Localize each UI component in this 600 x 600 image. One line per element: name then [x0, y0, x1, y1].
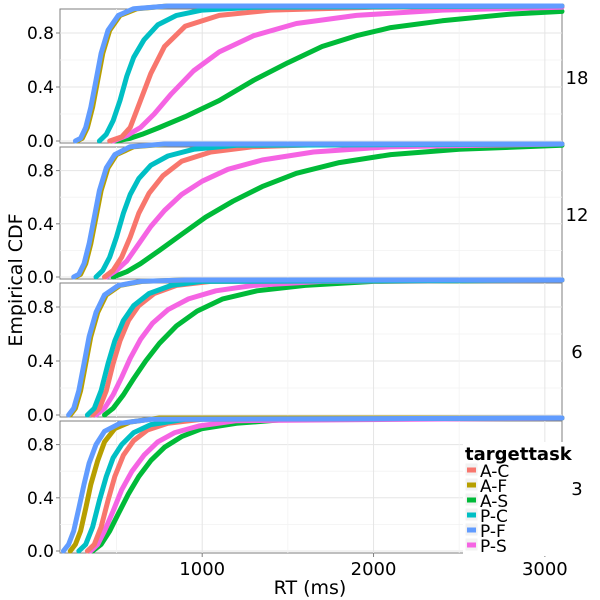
- panel-frame: [59, 8, 563, 144]
- legend-label: A-C: [480, 462, 509, 482]
- x-axis-label: RT (ms): [274, 577, 347, 599]
- legend-entry-P-S: P-S: [464, 537, 507, 557]
- legend-title: targettask: [465, 444, 573, 465]
- y-axis-label: Empirical CDF: [5, 213, 27, 346]
- y-tick-label: 0.8: [27, 162, 54, 182]
- legend-label: A-F: [480, 477, 507, 497]
- panel-frame: [59, 146, 563, 280]
- y-tick-label: 0.0: [27, 406, 54, 426]
- y-axis-panel-18: 0.0 0.4 0.8: [27, 24, 60, 152]
- y-tick-label: 0.0: [27, 542, 54, 562]
- y-tick-label: 0.4: [27, 352, 54, 372]
- facet-label: 3: [571, 479, 582, 500]
- legend-entry-A-S: A-S: [464, 492, 508, 512]
- series-line-A-S: [114, 8, 565, 144]
- facet-label: 18: [566, 68, 589, 89]
- x-tick-label: 2000: [351, 559, 397, 580]
- facet-label: 6: [571, 342, 582, 363]
- legend-entry-P-F: P-F: [464, 522, 506, 542]
- facet-panel-6: 0.0 0.4 0.8 6: [27, 277, 583, 426]
- series-line-P-F: [66, 277, 565, 418]
- series-line-P-C: [76, 415, 565, 554]
- y-tick-label: 0.0: [27, 132, 54, 152]
- y-tick-label: 0.4: [27, 489, 54, 509]
- legend-label: P-C: [480, 507, 508, 527]
- legend-entries: A-CA-FA-SP-CP-FP-S: [464, 462, 509, 557]
- y-tick-label: 0.0: [27, 268, 54, 288]
- y-tick-label: 0.8: [27, 436, 54, 456]
- legend-label: A-S: [480, 492, 508, 512]
- y-axis-panel-12: 0.0 0.4 0.8: [27, 162, 60, 288]
- y-tick-label: 0.8: [27, 298, 54, 318]
- legend-entry-P-C: P-C: [464, 507, 508, 527]
- y-tick-label: 0.4: [27, 78, 54, 98]
- y-tick-label: 0.8: [27, 24, 54, 44]
- panels-group: 0.00.40.8180.00.40.8120.00.40.860.00.40.…: [27, 3, 589, 562]
- x-tick-label: 3000: [522, 559, 568, 580]
- x-tick-label: 1000: [179, 559, 225, 580]
- legend: targettask A-CA-FA-SP-CP-FP-S: [463, 442, 573, 557]
- y-axis-panel-6: 0.0 0.4 0.8: [27, 298, 60, 426]
- series-line-P-F: [71, 141, 565, 280]
- legend-entry-A-C: A-C: [464, 462, 509, 482]
- series-line-A-S: [102, 277, 565, 418]
- series-line-P-S: [88, 415, 565, 554]
- legend-label: P-S: [480, 537, 507, 557]
- facet-panel-12: 0.0 0.4 0.8 12: [27, 141, 589, 288]
- series-line-P-S: [93, 277, 565, 418]
- series-line-P-S: [103, 141, 565, 280]
- series-line-A-S: [110, 142, 565, 280]
- legend-label: P-F: [480, 522, 506, 542]
- y-tick-label: 0.4: [27, 215, 54, 235]
- series-line-P-F: [60, 415, 565, 554]
- series-line-A-S: [90, 415, 565, 554]
- series-line-P-C: [84, 277, 565, 418]
- panel-frame: [59, 282, 563, 418]
- facet-panel-18: 0.0 0.4 0.8 18: [27, 3, 589, 152]
- panel-series: [72, 3, 565, 144]
- panel-series: [66, 277, 565, 418]
- series-line-P-C: [96, 3, 565, 144]
- series-line-P-S: [110, 4, 565, 144]
- y-axis-panel-3: 0.0 0.4 0.8: [27, 436, 60, 562]
- facet-label: 12: [566, 205, 589, 226]
- series-line-P-C: [93, 141, 565, 280]
- x-axis: 1000 2000 3000: [179, 553, 568, 580]
- legend-background: [463, 442, 566, 556]
- panel-series: [60, 415, 565, 554]
- series-line-P-F: [72, 3, 565, 144]
- panel-series: [71, 141, 565, 280]
- legend-entry-A-F: A-F: [464, 477, 507, 497]
